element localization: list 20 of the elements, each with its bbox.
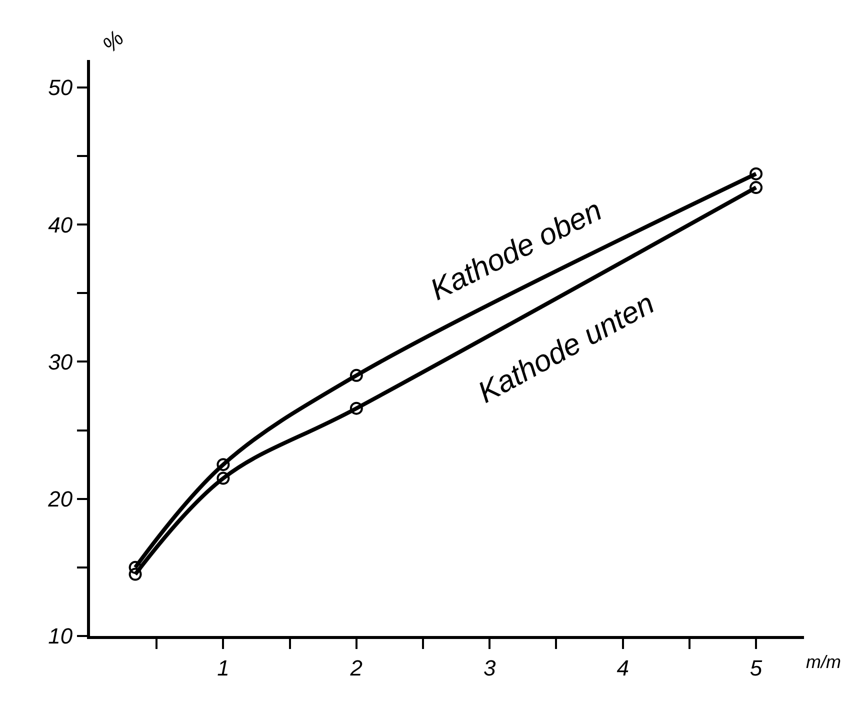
point (128, 560, 142, 574)
point (350, 368, 363, 382)
x-axis-title: m/m (806, 652, 841, 672)
y-tick-label: 50 (48, 75, 74, 100)
x-tick-label: 4 (616, 655, 629, 680)
x-tick-label: 1 (217, 655, 230, 680)
point (216, 472, 230, 485)
y-tick-label: 30 (48, 349, 74, 374)
y-axis-title: % (97, 26, 129, 58)
x-tick-label: 5 (750, 655, 763, 680)
point (750, 181, 763, 194)
point (128, 568, 142, 581)
y-tick-label: 10 (48, 624, 74, 649)
x-tick-label: 2 (349, 655, 363, 680)
point (350, 402, 363, 415)
point (750, 167, 763, 180)
y-tick-label: 20 (47, 486, 74, 512)
y-tick-label: 40 (48, 212, 74, 238)
x-tick-label: 3 (484, 655, 497, 680)
point (216, 458, 230, 472)
